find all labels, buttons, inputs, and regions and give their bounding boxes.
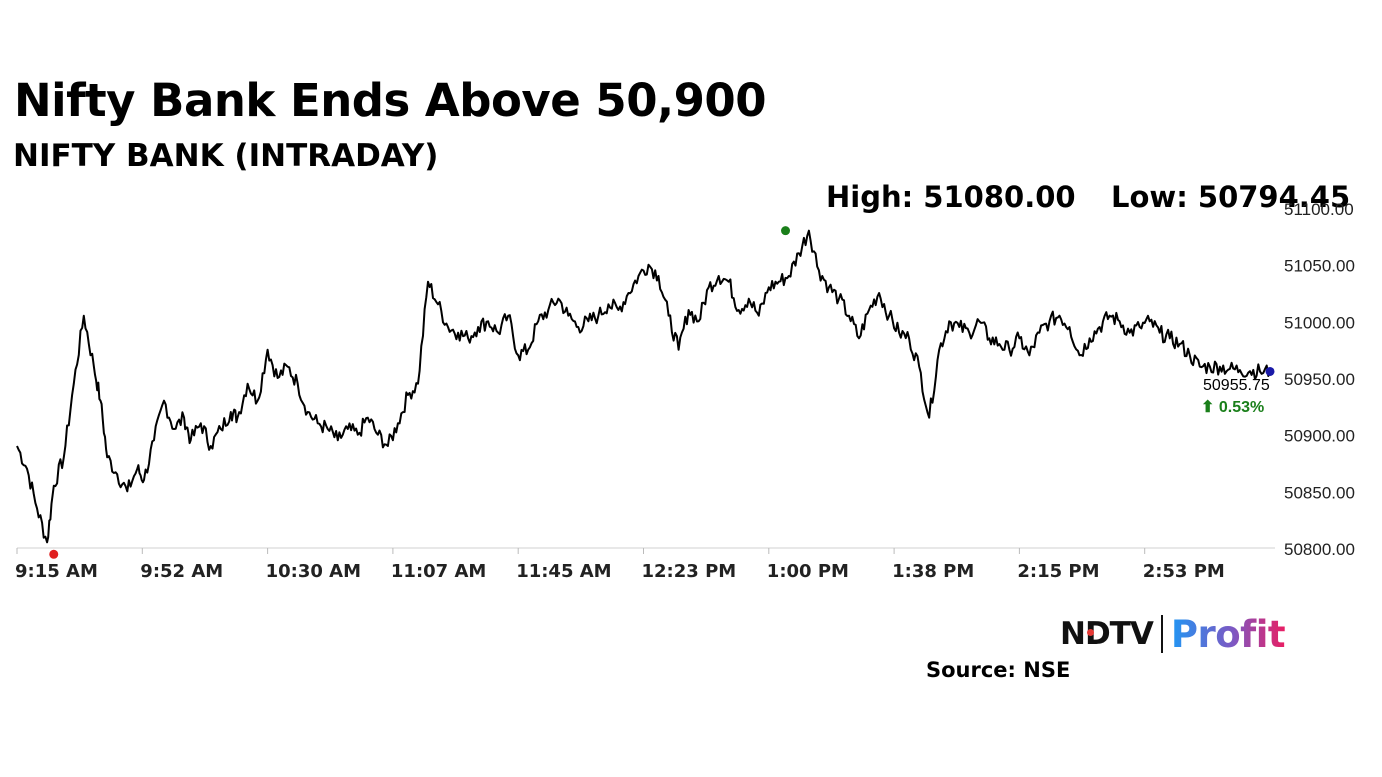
y-tick-label: 50800.00: [1284, 540, 1355, 559]
y-tick-label: 50950.00: [1284, 370, 1355, 389]
x-tick-label: 1:00 PM: [767, 561, 849, 582]
last-price-label: 50955.75: [1203, 377, 1270, 394]
y-tick-label: 51000.00: [1284, 313, 1355, 332]
logo-divider: [1160, 615, 1163, 653]
marker-low: [49, 549, 59, 559]
ndtv-profit-logo: NDTV Profit: [1060, 612, 1286, 656]
x-tick-label: 12:23 PM: [642, 561, 737, 582]
chart-subtitle: NIFTY BANK (INTRADAY): [13, 138, 439, 174]
logo-ndtv-text: NDTV: [1060, 616, 1154, 652]
series-line-nifty-bank: [16, 229, 1271, 544]
x-tick-label: 11:45 AM: [516, 561, 611, 582]
x-tick-label: 9:52 AM: [140, 561, 223, 582]
source-note: Source: NSE: [926, 658, 1071, 682]
y-tick-label: 50900.00: [1284, 427, 1355, 446]
logo-profit-text: Profit: [1170, 612, 1286, 656]
x-tick-label: 2:15 PM: [1017, 561, 1099, 582]
day-high-label: High: 51080.00: [826, 180, 1076, 214]
y-tick-label: 51050.00: [1284, 257, 1355, 276]
x-tick-label: 1:38 PM: [892, 561, 974, 582]
marker-high: [781, 226, 791, 236]
x-tick-label: 10:30 AM: [266, 561, 361, 582]
x-tick-label: 11:07 AM: [391, 561, 486, 582]
day-low-label: Low: 50794.45: [1111, 180, 1351, 214]
marker-last: [1265, 366, 1275, 376]
x-tick-label: 9:15 AM: [15, 561, 98, 582]
y-tick-label: 51100.00: [1284, 200, 1354, 219]
percent-change-label: ⬆ 0.53%: [1201, 399, 1265, 416]
headline: Nifty Bank Ends Above 50,900: [14, 74, 767, 127]
logo-red-dot-icon: [1087, 629, 1094, 636]
x-tick-label: 2:53 PM: [1143, 561, 1225, 582]
y-tick-label: 50850.00: [1284, 483, 1355, 502]
